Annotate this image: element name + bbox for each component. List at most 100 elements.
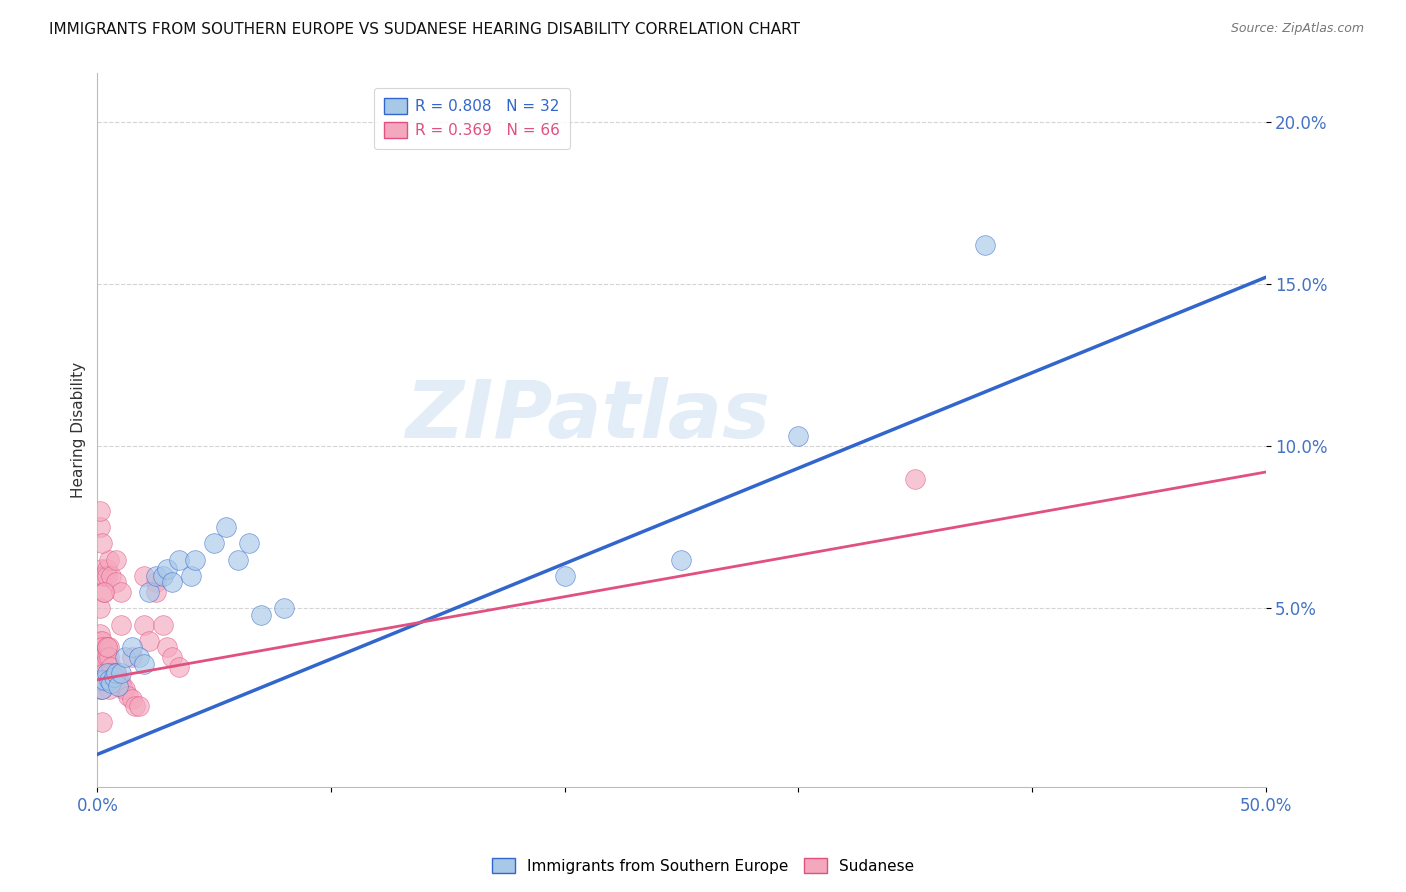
Point	[215, 520, 238, 534]
Point	[89, 673, 111, 687]
Point	[100, 676, 122, 690]
Point	[91, 673, 114, 687]
Point	[89, 520, 111, 534]
Y-axis label: Hearing Disability: Hearing Disability	[72, 362, 86, 498]
Point	[89, 504, 111, 518]
Point	[167, 660, 190, 674]
Point	[114, 650, 136, 665]
Point	[89, 666, 111, 681]
Point	[89, 627, 111, 641]
Text: ZIPatlas: ZIPatlas	[405, 376, 770, 455]
Point	[110, 676, 132, 690]
Legend: Immigrants from Southern Europe, Sudanese: Immigrants from Southern Europe, Sudanes…	[486, 852, 920, 880]
Point	[96, 640, 118, 655]
Point	[117, 689, 139, 703]
Point	[98, 640, 121, 655]
Point	[160, 650, 183, 665]
Point	[105, 666, 128, 681]
Point	[132, 617, 155, 632]
Point	[91, 660, 114, 674]
Point	[138, 585, 160, 599]
Point	[91, 536, 114, 550]
Point	[124, 698, 146, 713]
Text: Source: ZipAtlas.com: Source: ZipAtlas.com	[1230, 22, 1364, 36]
Point	[145, 569, 167, 583]
Point	[138, 633, 160, 648]
Point	[156, 640, 179, 655]
Text: IMMIGRANTS FROM SOUTHERN EUROPE VS SUDANESE HEARING DISABILITY CORRELATION CHART: IMMIGRANTS FROM SOUTHERN EUROPE VS SUDAN…	[49, 22, 800, 37]
Point	[202, 536, 225, 550]
Point	[105, 575, 128, 590]
Point	[91, 714, 114, 729]
Point	[107, 679, 129, 693]
Point	[110, 666, 132, 681]
Point	[107, 673, 129, 687]
Point	[114, 682, 136, 697]
Point	[100, 666, 122, 681]
Point	[91, 640, 114, 655]
Point	[132, 657, 155, 671]
Point	[103, 666, 125, 681]
Point	[145, 575, 167, 590]
Point	[145, 585, 167, 599]
Point	[91, 562, 114, 576]
Point	[671, 552, 693, 566]
Point	[100, 569, 122, 583]
Point	[105, 552, 128, 566]
Point	[91, 633, 114, 648]
Point	[89, 601, 111, 615]
Point	[96, 650, 118, 665]
Point	[273, 601, 295, 615]
Point	[96, 569, 118, 583]
Point	[132, 569, 155, 583]
Point	[93, 650, 115, 665]
Point	[93, 673, 115, 687]
Point	[91, 682, 114, 697]
Point	[180, 569, 202, 583]
Point	[152, 569, 174, 583]
Point	[160, 575, 183, 590]
Point	[974, 238, 997, 252]
Point	[105, 666, 128, 681]
Point	[110, 585, 132, 599]
Point	[93, 657, 115, 671]
Point	[89, 650, 111, 665]
Point	[226, 552, 249, 566]
Point	[91, 682, 114, 697]
Point	[89, 660, 111, 674]
Point	[238, 536, 260, 550]
Point	[184, 552, 207, 566]
Point	[98, 650, 121, 665]
Point	[96, 640, 118, 655]
Point	[554, 569, 576, 583]
Point	[89, 682, 111, 697]
Point	[93, 585, 115, 599]
Point	[98, 682, 121, 697]
Point	[89, 633, 111, 648]
Point	[93, 569, 115, 583]
Point	[121, 692, 143, 706]
Point	[904, 472, 927, 486]
Point	[89, 673, 111, 687]
Point	[96, 666, 118, 681]
Point	[98, 552, 121, 566]
Point	[93, 673, 115, 687]
Point	[128, 650, 150, 665]
Point	[121, 650, 143, 665]
Legend: R = 0.808   N = 32, R = 0.369   N = 66: R = 0.808 N = 32, R = 0.369 N = 66	[374, 87, 571, 149]
Point	[121, 640, 143, 655]
Point	[93, 585, 115, 599]
Point	[89, 640, 111, 655]
Point	[110, 617, 132, 632]
Point	[91, 569, 114, 583]
Point	[91, 650, 114, 665]
Point	[100, 660, 122, 674]
Point	[89, 676, 111, 690]
Point	[96, 562, 118, 576]
Point	[156, 562, 179, 576]
Point	[787, 429, 810, 443]
Point	[93, 666, 115, 681]
Point	[98, 673, 121, 687]
Point	[128, 698, 150, 713]
Point	[112, 682, 135, 697]
